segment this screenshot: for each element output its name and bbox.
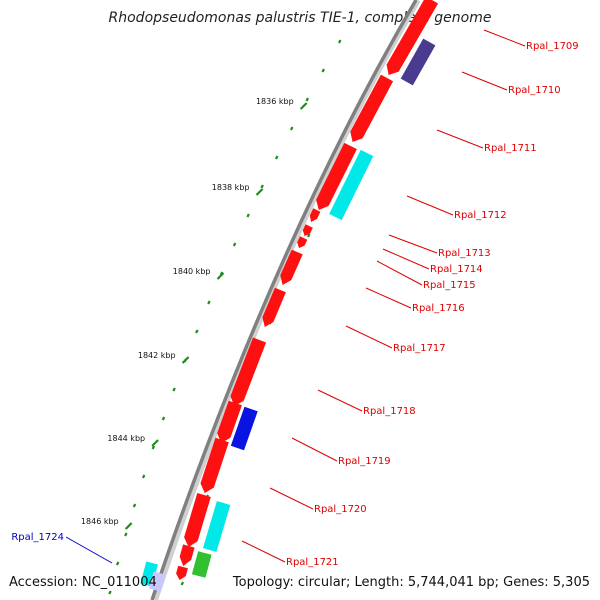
tick-layer: 1836 kbp 1838 kbp 1840 kbp 1842 kbp 1844 kbp…: [81, 39, 401, 595]
gene-label[interactable]: Rpal_1717: [393, 343, 446, 354]
gene-arrow: [262, 287, 286, 327]
leader-line: [406, 195, 454, 216]
major-tick: [181, 356, 190, 364]
gene-arrow: [184, 493, 211, 547]
gene-label[interactable]: Rpal_1709: [526, 41, 579, 52]
map-title: Rhodopseudomonas palustris TIE-1, comple…: [108, 10, 492, 26]
gene-arrow: [297, 236, 308, 248]
gene-label[interactable]: Rpal_1710: [508, 85, 561, 96]
leader-line: [376, 260, 423, 286]
major-tick: [299, 102, 308, 110]
gene-arrow: [309, 208, 321, 222]
leader-line: [269, 487, 314, 510]
leader-line: [345, 325, 393, 349]
minor-tick: [337, 39, 342, 44]
gene-label[interactable]: Rpal_1720: [314, 504, 367, 515]
gene-arrow: [217, 400, 242, 443]
gene-box: [191, 551, 212, 578]
gene-arrow: [302, 224, 313, 236]
kbp-tick-label: 1842 kbp: [138, 351, 176, 360]
leader-line: [388, 234, 438, 254]
minor-tick: [151, 445, 156, 450]
leader-line: [483, 29, 526, 47]
minor-tick: [132, 503, 137, 508]
kbp-tick-label: 1840 kbp: [173, 267, 211, 276]
leader-line: [436, 129, 484, 149]
gene-label[interactable]: Rpal_1715: [423, 280, 476, 291]
minor-tick: [246, 213, 250, 218]
gene-box: [230, 406, 258, 451]
leader-line: [291, 437, 338, 462]
leader-line: [461, 71, 508, 91]
minor-tick: [274, 155, 279, 160]
gene-box: [329, 149, 374, 221]
topology-text: Topology: circular; Length: 5,744,041 bp…: [232, 575, 590, 590]
gene-label[interactable]: Rpal_1714: [430, 264, 483, 275]
minor-tick: [306, 233, 311, 238]
gene-box: [400, 38, 436, 86]
major-tick: [124, 522, 133, 530]
gene-box: [149, 571, 166, 592]
gene-arrow: [230, 337, 267, 406]
gene-arrow: [176, 565, 188, 580]
minor-tick: [321, 68, 325, 73]
gene-arrow: [200, 437, 229, 493]
gene-box: [203, 501, 231, 552]
minor-tick: [172, 387, 176, 392]
minor-tick: [141, 474, 146, 479]
minor-tick: [260, 184, 264, 189]
minor-tick: [305, 97, 309, 102]
accession-text: Accession: NC_011004: [9, 575, 157, 590]
feature-layer: [140, 0, 439, 592]
leader-line: [65, 536, 113, 564]
gene-label[interactable]: Rpal_1719: [338, 456, 391, 467]
leader-line: [317, 389, 363, 412]
major-tick: [151, 439, 159, 447]
minor-tick: [180, 581, 185, 586]
gene-label[interactable]: Rpal_1716: [412, 303, 465, 314]
leader-line: [365, 287, 412, 309]
minor-tick: [207, 300, 211, 305]
kbp-tick-label: 1844 kbp: [107, 434, 145, 443]
kbp-tick-label: 1846 kbp: [81, 517, 119, 526]
gene-arrow: [179, 544, 195, 566]
leader-line: [241, 540, 286, 563]
gene-arrow: [280, 249, 303, 285]
minor-tick: [124, 532, 128, 537]
kbp-tick-label: 1838 kbp: [212, 183, 250, 192]
gene-arrow: [386, 0, 439, 75]
kbp-tick-label: 1836 kbp: [256, 97, 294, 106]
gene-label[interactable]: Rpal_1712: [454, 210, 507, 221]
backbone-shadow: [152, 0, 421, 600]
gene-arrow: [316, 142, 357, 210]
major-tick: [216, 272, 225, 280]
minor-tick: [232, 242, 237, 247]
major-tick: [255, 188, 264, 196]
minor-tick: [195, 329, 199, 334]
backbone: [150, 0, 418, 600]
minor-tick: [161, 416, 166, 421]
gene-label[interactable]: Rpal_1724: [11, 532, 64, 543]
gene-label[interactable]: Rpal_1721: [286, 557, 339, 568]
gene-label[interactable]: Rpal_1713: [438, 248, 491, 259]
gene-label[interactable]: Rpal_1718: [363, 406, 416, 417]
minor-tick: [115, 561, 120, 566]
label-layer: Rpal_1709 Rpal_1710 Rpal_1711 Rpal_1712 Rpal…: [11, 29, 579, 568]
minor-tick: [108, 590, 112, 595]
gene-label[interactable]: Rpal_1711: [484, 143, 537, 154]
gene-arrow: [350, 74, 394, 142]
minor-tick: [289, 126, 294, 131]
leader-line: [382, 248, 430, 270]
